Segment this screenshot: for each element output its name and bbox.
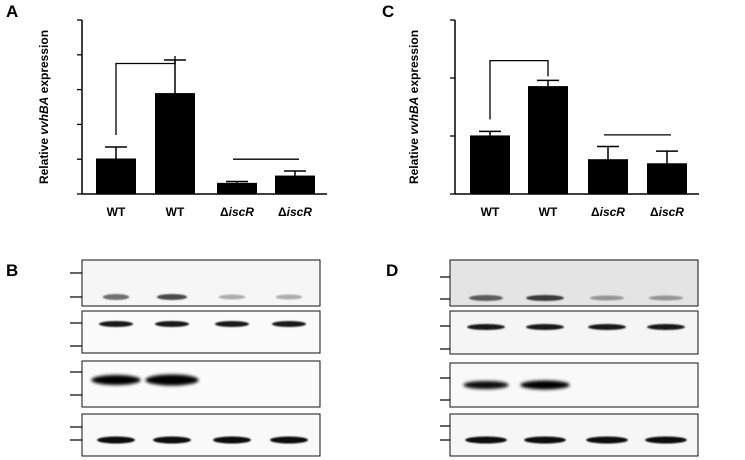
bar <box>647 163 687 194</box>
blot-band <box>154 321 190 327</box>
blot-band <box>588 324 626 330</box>
significance-bracket <box>115 56 176 136</box>
blot-membrane <box>81 360 321 408</box>
genotype-gene: WT <box>481 205 500 219</box>
panel-letter-c: C <box>382 2 394 21</box>
blot-band <box>218 294 246 300</box>
blot-band <box>468 295 504 301</box>
western-blot-b <box>70 259 321 457</box>
y-axis-label: Relative vvhBA expression <box>407 30 421 184</box>
blot-band <box>465 436 507 444</box>
y-axis-label-prefix: Relative <box>407 135 421 184</box>
blot-band <box>270 436 308 444</box>
blot-band <box>463 381 509 389</box>
bar <box>155 93 195 194</box>
blot-membrane <box>449 413 699 457</box>
blot-band <box>153 436 191 444</box>
y-axis-label-suffix: expression <box>37 30 51 97</box>
y-axis-label-suffix: expression <box>407 30 421 97</box>
significance-bracket <box>489 59 549 120</box>
genotype-tick-label: WT <box>539 205 558 219</box>
blot-band <box>98 321 134 327</box>
y-axis-label: Relative vvhBA expression <box>37 30 51 184</box>
panel-letter-d: D <box>386 261 398 280</box>
genotype-gene: iscR <box>600 205 626 219</box>
genotype-gene: iscR <box>287 205 313 219</box>
bar <box>470 135 510 194</box>
genotype-tick-label: WT <box>166 205 185 219</box>
blot-band <box>526 295 564 301</box>
genotype-delta: Δ <box>278 205 287 219</box>
blot-band <box>145 374 199 386</box>
blot-band <box>520 380 570 390</box>
genotype-gene: WT <box>166 205 185 219</box>
blot-band <box>645 436 687 444</box>
blot-band <box>526 324 564 330</box>
genotype-tick-label: ΔiscR <box>220 205 254 219</box>
blot-band <box>589 295 625 301</box>
blot-band <box>275 294 303 300</box>
genotype-gene: WT <box>539 205 558 219</box>
blot-membrane <box>81 310 321 354</box>
genotype-tick-label: ΔiscR <box>591 205 625 219</box>
blot-band <box>213 436 251 444</box>
blot-band <box>102 294 130 300</box>
bar <box>528 86 568 194</box>
genotype-delta: Δ <box>220 205 229 219</box>
bar <box>96 158 136 194</box>
blot-band <box>524 436 566 444</box>
y-axis-label-prefix: Relative <box>37 135 51 184</box>
blot-membrane <box>81 413 321 457</box>
y-axis-label-gene: vvhBA <box>407 97 421 135</box>
panel-letter-b: B <box>6 261 18 280</box>
blot-band <box>647 324 685 330</box>
blot-membrane <box>449 310 699 355</box>
blot-band <box>271 321 307 327</box>
blot-band <box>97 436 135 444</box>
bar <box>275 175 315 194</box>
genotype-gene: WT <box>107 205 126 219</box>
blot-band <box>214 321 250 327</box>
y-axis-label-gene: vvhBA <box>37 97 51 135</box>
genotype-tick-label: WT <box>107 205 126 219</box>
bar <box>217 182 257 194</box>
genotype-gene: iscR <box>229 205 255 219</box>
blot-band <box>156 294 188 300</box>
genotype-delta: Δ <box>591 205 600 219</box>
western-blot-d <box>440 259 699 457</box>
bar <box>588 159 628 194</box>
genotype-tick-label: ΔiscR <box>278 205 312 219</box>
genotype-delta: Δ <box>650 205 659 219</box>
blot-band <box>91 375 141 385</box>
blot-band <box>586 436 628 444</box>
panel-letter-a: A <box>6 2 18 21</box>
genotype-tick-label: WT <box>481 205 500 219</box>
blot-band <box>467 324 505 330</box>
blot-band <box>648 295 684 301</box>
genotype-tick-label: ΔiscR <box>650 205 684 219</box>
genotype-gene: iscR <box>659 205 685 219</box>
